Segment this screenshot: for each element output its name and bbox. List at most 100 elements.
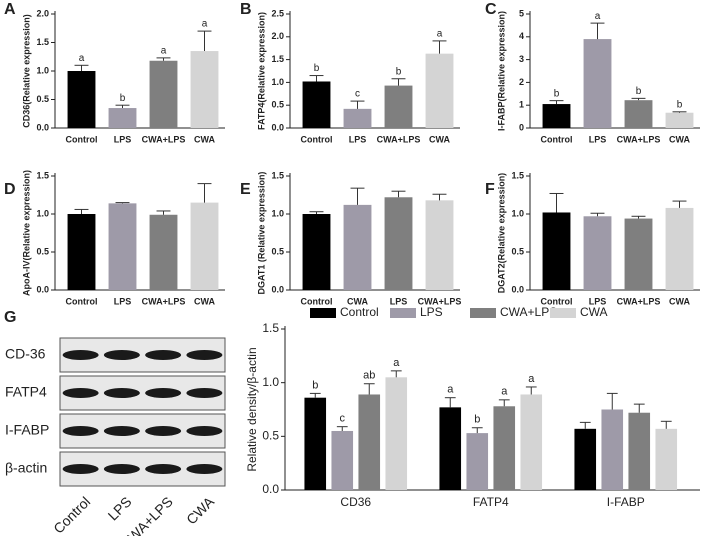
y-tick-label: 3: [519, 54, 524, 64]
significance-letter: c: [355, 89, 360, 100]
significance-letter: b: [120, 93, 126, 104]
significance-letter: b: [474, 414, 480, 426]
y-tick-label: 4: [519, 31, 524, 41]
blot-band: [145, 426, 182, 436]
y-tick-label: 0.5: [36, 94, 49, 104]
y-tick-label: 1: [519, 100, 524, 110]
bar: [331, 430, 354, 490]
y-tick-label: 0.0: [271, 284, 284, 294]
y-tick-label: 0.0: [36, 122, 49, 132]
y-tick-label: 1.0: [36, 208, 49, 218]
y-tick-label: 1.5: [271, 170, 284, 180]
significance-letter: a: [447, 384, 454, 396]
blot-band: [103, 426, 140, 436]
blot-row-label: FATP4: [5, 384, 47, 400]
significance-letter: a: [437, 29, 443, 40]
legend-swatch: [390, 308, 416, 318]
blot-band: [103, 464, 140, 474]
significance-letter: a: [202, 19, 208, 30]
bar: [343, 108, 372, 128]
bar: [542, 212, 571, 290]
y-axis-label: DGAT1 (Relative expression): [256, 172, 266, 295]
x-tick-label: CWA+LPS: [142, 134, 186, 144]
bar: [149, 60, 178, 128]
x-tick-label: Control: [301, 296, 333, 306]
bar: [302, 81, 331, 128]
bar: [665, 112, 694, 128]
bar: [190, 51, 219, 128]
y-tick-label: 2.0: [271, 31, 284, 41]
x-tick-label: LPS: [589, 134, 607, 144]
x-tick-label: LPS: [390, 296, 408, 306]
y-tick-label: 0: [519, 122, 524, 132]
significance-letter: b: [677, 99, 683, 110]
y-tick-label: 1.5: [36, 37, 49, 47]
x-tick-label: CWA: [194, 134, 215, 144]
bar: [425, 200, 454, 290]
x-tick-label: CWA+LPS: [617, 296, 661, 306]
significance-letter: b: [554, 88, 560, 99]
legend-label: CWA: [580, 305, 608, 319]
y-axis-label: I-FABP(Relative expression): [496, 11, 506, 131]
x-tick-label: LPS: [114, 134, 132, 144]
y-tick-label: 1.0: [271, 208, 284, 218]
panel-letter: D: [4, 181, 16, 198]
significance-letter: a: [528, 373, 535, 385]
blot-band: [145, 388, 182, 398]
bar: [384, 197, 413, 290]
x-tick-label: CD36: [340, 495, 371, 509]
blot-band: [103, 350, 140, 360]
bar: [583, 39, 612, 128]
x-tick-label: CWA+LPS: [617, 134, 661, 144]
bar: [624, 218, 653, 290]
bar: [574, 428, 597, 490]
blot-band: [103, 388, 140, 398]
x-tick-label: CWA+LPS: [418, 296, 462, 306]
bar: [343, 204, 372, 290]
panel-letter: C: [485, 1, 497, 18]
bar: [67, 214, 96, 290]
y-axis-label: FATP4(Relative expression): [256, 12, 266, 130]
blot-band: [186, 388, 223, 398]
significance-letter: b: [636, 86, 642, 97]
blot-row-label: β-actin: [5, 460, 47, 476]
y-tick-label: 1.0: [271, 77, 284, 87]
bar: [149, 214, 178, 290]
y-axis-label: CD36(Relative expression): [21, 14, 31, 128]
bar: [190, 202, 219, 290]
bar: [466, 433, 489, 490]
x-tick-label: Control: [66, 134, 98, 144]
bar: [67, 71, 96, 128]
y-tick-label: 0.5: [262, 429, 279, 443]
bar: [624, 100, 653, 128]
significance-letter: a: [595, 11, 601, 22]
bar: [425, 53, 454, 129]
y-tick-label: 1.5: [511, 170, 524, 180]
y-tick-label: 0.0: [271, 122, 284, 132]
x-tick-label: I-FABP: [607, 495, 645, 509]
bar: [583, 216, 612, 290]
x-tick-label: Control: [541, 296, 573, 306]
x-tick-label: LPS: [589, 296, 607, 306]
bar: [655, 428, 678, 490]
x-tick-label: FATP4: [473, 495, 509, 509]
panel-letter: B: [240, 1, 252, 18]
significance-letter: b: [314, 63, 320, 74]
significance-letter: c: [340, 413, 346, 425]
x-tick-label: Control: [301, 134, 333, 144]
x-tick-label: CWA: [669, 134, 690, 144]
bar: [493, 406, 516, 490]
y-tick-label: 0.0: [262, 482, 279, 496]
significance-letter: a: [501, 386, 508, 398]
y-tick-label: 2: [519, 77, 524, 87]
x-tick-label: CWA: [194, 296, 215, 306]
y-tick-label: 0.5: [271, 100, 284, 110]
panel-letter: F: [485, 181, 495, 198]
y-tick-label: 5: [519, 8, 524, 18]
blot-band: [62, 350, 99, 360]
significance-letter: b: [396, 66, 402, 77]
x-tick-label: CWA: [347, 296, 368, 306]
y-axis-label: ApoA-IV(Relative expression): [21, 170, 31, 296]
legend-label: Control: [340, 305, 379, 319]
